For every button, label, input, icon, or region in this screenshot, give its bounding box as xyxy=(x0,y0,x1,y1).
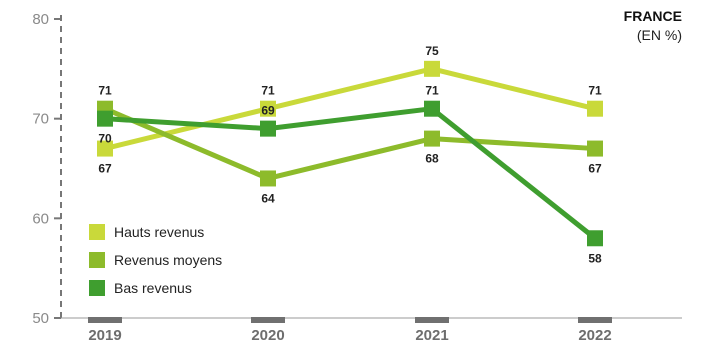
x-tick-mark xyxy=(578,317,612,323)
legend-label: Revenus moyens xyxy=(114,252,222,268)
x-tick-label: 2022 xyxy=(578,327,611,342)
chart-region-title: FRANCE xyxy=(624,8,682,24)
data-point xyxy=(587,140,603,157)
data-point xyxy=(260,170,276,187)
y-tick-label: 70 xyxy=(32,111,49,128)
y-tick-label: 50 xyxy=(32,310,49,327)
x-tick-label: 2019 xyxy=(88,327,121,342)
data-label: 67 xyxy=(588,162,602,176)
data-point xyxy=(587,100,603,117)
data-label: 71 xyxy=(425,84,439,98)
data-point xyxy=(97,140,113,157)
data-label: 67 xyxy=(98,162,112,176)
data-point xyxy=(587,230,603,247)
data-label: 71 xyxy=(98,84,112,98)
y-tick-label: 80 xyxy=(32,11,49,28)
x-tick-mark xyxy=(415,317,449,323)
y-tick-label: 60 xyxy=(32,210,49,227)
series-line xyxy=(104,106,596,181)
data-labels: 67 71 75 71 71 64 68 67 70 69 71 58 xyxy=(98,44,602,265)
data-point xyxy=(97,110,113,127)
legend-label: Bas revenus xyxy=(114,280,192,296)
legend-swatch xyxy=(89,280,105,296)
series-layer xyxy=(97,60,603,247)
legend-swatch xyxy=(89,252,105,268)
data-label: 71 xyxy=(261,84,275,98)
data-label: 70 xyxy=(98,132,112,146)
x-tick-label: 2021 xyxy=(415,327,448,342)
legend-label: Hauts revenus xyxy=(114,224,204,240)
series-line xyxy=(104,106,597,241)
data-point xyxy=(424,100,440,117)
data-label: 64 xyxy=(261,191,275,205)
data-point xyxy=(260,120,276,137)
legend-swatch xyxy=(89,224,105,240)
chart-unit-label: (EN %) xyxy=(637,27,682,43)
x-tick-label: 2020 xyxy=(251,327,284,342)
legend: Hauts revenus Revenus moyens Bas revenus xyxy=(89,224,222,296)
data-point xyxy=(424,130,440,147)
data-label: 69 xyxy=(261,104,275,118)
data-label: 75 xyxy=(425,44,439,58)
data-point xyxy=(260,100,276,117)
series-line xyxy=(104,66,596,151)
x-tick-mark xyxy=(88,317,122,323)
data-label: 58 xyxy=(588,251,602,265)
data-label: 71 xyxy=(588,84,602,98)
data-label: 68 xyxy=(425,152,439,166)
data-point xyxy=(424,60,440,77)
x-tick-mark xyxy=(251,317,285,323)
axes: 50 60 70 80 2019 2020 2021 2022 xyxy=(32,11,682,342)
